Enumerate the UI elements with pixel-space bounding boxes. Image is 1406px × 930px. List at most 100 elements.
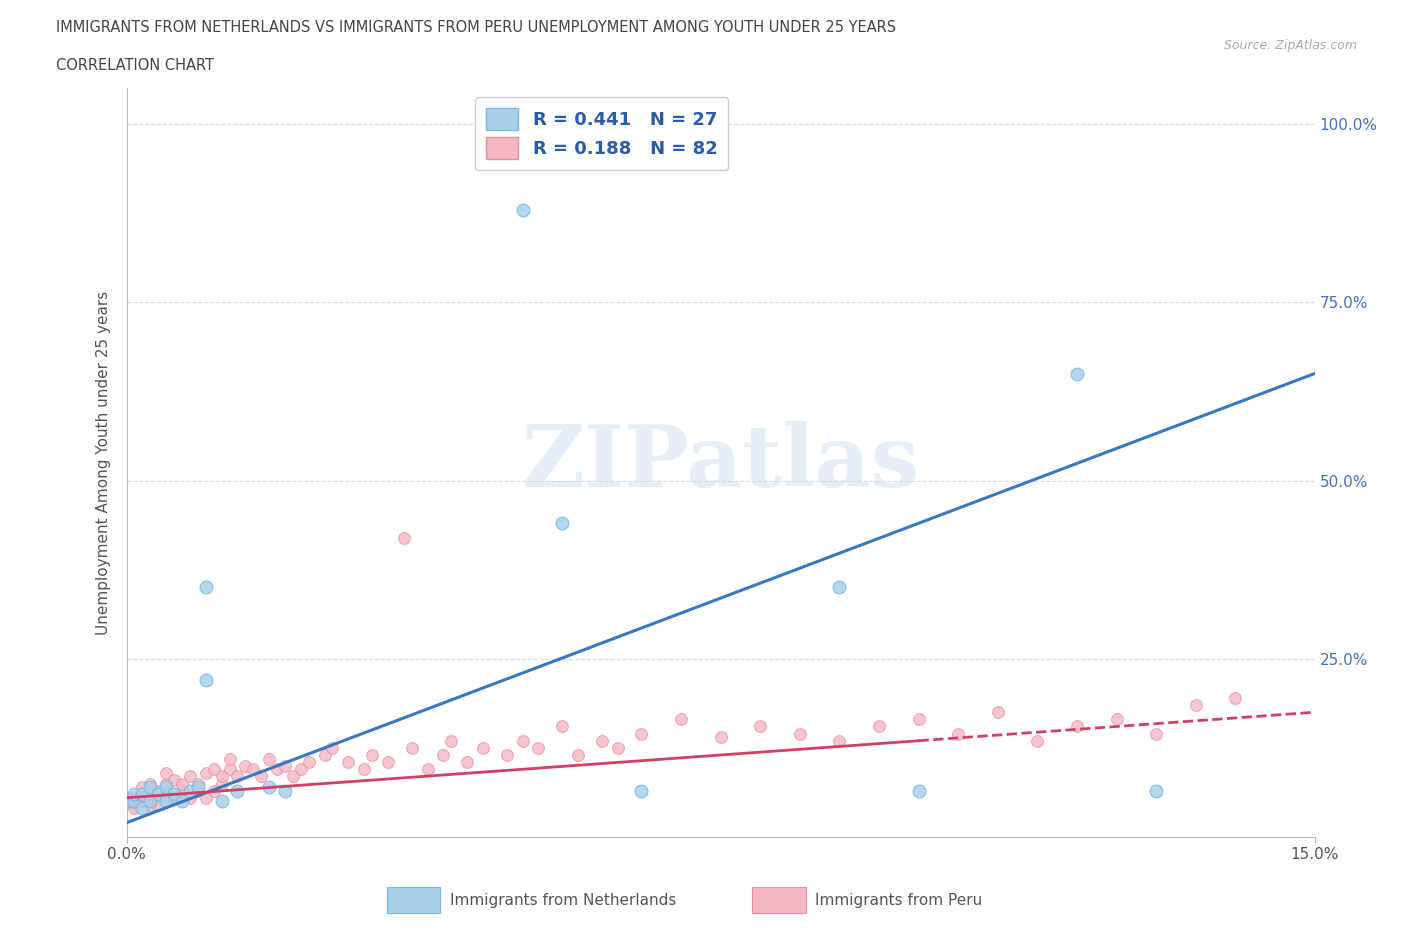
Point <box>155 794 177 809</box>
Point <box>266 762 288 777</box>
Point <box>218 762 240 777</box>
Point <box>392 530 415 545</box>
Point <box>1066 366 1088 381</box>
Point <box>591 733 613 748</box>
Point <box>630 726 652 741</box>
Point <box>512 733 534 748</box>
Point <box>1105 712 1128 727</box>
Point <box>131 787 153 802</box>
Point <box>274 783 297 798</box>
Point <box>155 794 177 809</box>
Point <box>1225 690 1247 706</box>
Point <box>124 798 146 813</box>
Point <box>194 790 217 805</box>
Point <box>868 719 890 734</box>
Point <box>187 779 209 794</box>
Point <box>226 769 249 784</box>
Point <box>907 783 929 798</box>
Point <box>1026 733 1049 748</box>
Point <box>124 801 146 816</box>
Text: Source: ZipAtlas.com: Source: ZipAtlas.com <box>1223 39 1357 52</box>
Point <box>131 779 153 794</box>
Text: CORRELATION CHART: CORRELATION CHART <box>56 58 214 73</box>
Point <box>1144 726 1167 741</box>
Point <box>194 580 217 595</box>
Text: ZIPatlas: ZIPatlas <box>522 420 920 505</box>
Point <box>567 748 589 763</box>
Point <box>155 765 177 780</box>
Point <box>907 712 929 727</box>
Point <box>179 790 201 805</box>
Point <box>194 672 217 687</box>
Point <box>155 779 177 794</box>
Legend: R = 0.441   N = 27, R = 0.188   N = 82: R = 0.441 N = 27, R = 0.188 N = 82 <box>475 98 728 170</box>
Y-axis label: Unemployment Among Youth under 25 years: Unemployment Among Youth under 25 years <box>96 290 111 635</box>
Point <box>194 765 217 780</box>
Point <box>179 783 201 798</box>
Text: IMMIGRANTS FROM NETHERLANDS VS IMMIGRANTS FROM PERU UNEMPLOYMENT AMONG YOUTH UND: IMMIGRANTS FROM NETHERLANDS VS IMMIGRANT… <box>56 20 897 35</box>
Point <box>828 733 851 748</box>
Point <box>456 755 478 770</box>
Point <box>155 776 177 790</box>
Point <box>170 783 193 798</box>
Point <box>115 794 138 809</box>
Point <box>148 783 170 798</box>
Point <box>1066 719 1088 734</box>
Point <box>353 762 375 777</box>
Point <box>131 790 153 805</box>
Point <box>527 740 550 755</box>
Point <box>298 755 321 770</box>
Point <box>1144 783 1167 798</box>
Point <box>115 790 138 805</box>
Point <box>709 730 731 745</box>
Point <box>377 755 399 770</box>
Point <box>226 783 249 798</box>
Point <box>131 794 153 809</box>
Text: Immigrants from Peru: Immigrants from Peru <box>815 893 983 908</box>
Point <box>148 787 170 802</box>
Point <box>416 762 439 777</box>
Point <box>1184 698 1206 712</box>
Point <box>749 719 772 734</box>
Point <box>148 798 170 813</box>
Point <box>472 740 495 755</box>
Point <box>946 726 969 741</box>
Point <box>987 705 1010 720</box>
Point <box>361 748 384 763</box>
Point <box>211 776 233 790</box>
Point <box>606 740 628 755</box>
Point <box>669 712 692 727</box>
Point <box>131 787 153 802</box>
Point <box>828 580 851 595</box>
Point <box>401 740 423 755</box>
Point <box>202 762 225 777</box>
Point <box>124 787 146 802</box>
Text: Immigrants from Netherlands: Immigrants from Netherlands <box>450 893 676 908</box>
Point <box>124 790 146 805</box>
Point <box>115 794 138 809</box>
Point <box>187 783 209 798</box>
Point <box>139 790 162 805</box>
Point <box>337 755 360 770</box>
Point <box>551 516 574 531</box>
Point <box>281 769 304 784</box>
Point <box>211 769 233 784</box>
Point <box>155 787 177 802</box>
Point <box>170 794 193 809</box>
Point <box>440 733 463 748</box>
Point <box>163 790 186 805</box>
Point <box>233 758 256 773</box>
Point <box>163 787 186 802</box>
Point <box>139 794 162 809</box>
Point <box>148 790 170 805</box>
Point <box>218 751 240 766</box>
Point <box>139 776 162 790</box>
Point <box>131 801 153 816</box>
Point <box>211 794 233 809</box>
Point <box>551 719 574 734</box>
Point <box>290 762 312 777</box>
Point <box>314 748 336 763</box>
Point <box>242 762 264 777</box>
Point <box>179 769 201 784</box>
Point <box>257 751 280 766</box>
